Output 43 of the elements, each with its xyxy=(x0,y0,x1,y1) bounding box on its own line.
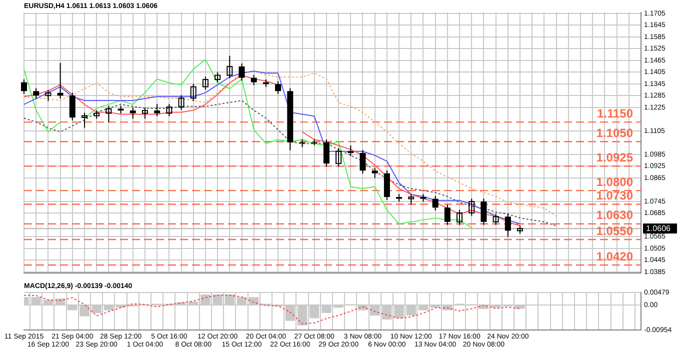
candlestick xyxy=(190,83,196,102)
ref-line-label: 1.0800 xyxy=(596,174,634,189)
candlestick xyxy=(480,198,487,226)
candlestick xyxy=(408,194,414,205)
ref-line-label: 1.0630 xyxy=(596,208,634,222)
candlestick xyxy=(360,150,366,174)
candlestick xyxy=(336,148,342,167)
candlestick xyxy=(275,80,282,95)
candlestick xyxy=(214,72,221,83)
candlestick xyxy=(57,62,64,100)
ref-line-label: 1.0550 xyxy=(596,224,634,238)
line-series xyxy=(24,294,521,324)
candlestick xyxy=(154,104,160,117)
candlestick xyxy=(202,76,208,90)
candlestick xyxy=(178,94,184,110)
candlestick xyxy=(432,195,438,212)
ref-line-label: 1.1050 xyxy=(596,126,634,140)
candlestick xyxy=(492,213,499,226)
ref-line-label: 1.0606 xyxy=(646,224,672,233)
candlestick xyxy=(33,88,40,100)
ref-line-label: 1.0730 xyxy=(596,188,634,203)
candlestick xyxy=(45,89,52,102)
candlestick xyxy=(504,213,511,238)
candlestick xyxy=(166,104,172,117)
candlestick xyxy=(226,55,233,79)
ref-line-label: 1.1150 xyxy=(596,106,634,120)
candlestick xyxy=(106,105,112,123)
candlestick xyxy=(238,63,245,82)
candlestick xyxy=(142,107,148,120)
ref-line-label: 1.0925 xyxy=(596,150,634,164)
candlestick xyxy=(348,145,354,156)
candlestick xyxy=(130,107,136,120)
candlestick xyxy=(21,78,27,95)
candlestick xyxy=(468,198,475,216)
candlestick xyxy=(456,209,463,226)
candlestick xyxy=(372,167,378,179)
candlestick xyxy=(81,112,88,128)
candlestick xyxy=(444,204,450,226)
ref-line-label: 1.0420 xyxy=(596,249,634,264)
candlestick xyxy=(323,138,330,167)
candlestick xyxy=(69,92,76,121)
candlestick xyxy=(384,170,390,200)
candlestick xyxy=(250,74,257,86)
